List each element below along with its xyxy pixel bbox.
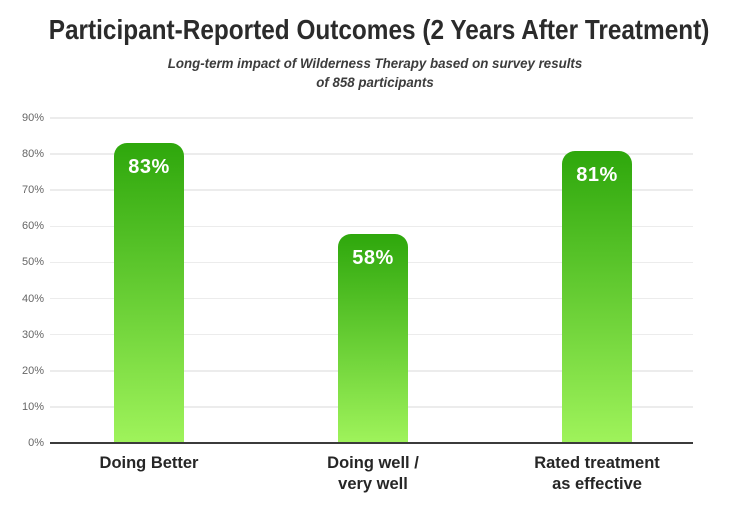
category-label: Rated treatment as effective: [490, 452, 703, 494]
bar-value-label: 81%: [576, 163, 618, 186]
gridline-60: [50, 225, 693, 228]
y-axis-tick-label: 20%: [21, 364, 44, 377]
y-axis-tick-label: 70%: [21, 184, 44, 197]
y-axis-tick-label: 60%: [21, 220, 44, 233]
y-axis-tick-label: 90%: [21, 112, 44, 124]
chart-subtitle-line1: Long-term impact of Wilderness Therapy b…: [167, 55, 583, 71]
bar-value-label: 83%: [128, 156, 170, 179]
gridline-70: [50, 189, 693, 191]
y-axis-tick-label: 50%: [21, 256, 44, 269]
category-label-line: Doing Better: [99, 453, 199, 472]
category-label-line: Doing well /: [327, 453, 419, 472]
y-axis-tick-label: 0%: [28, 437, 44, 449]
bar-rated-treatment-as-effective: 81%: [562, 150, 632, 443]
bar-doing-well-very-well: 58%: [338, 233, 408, 443]
chart-subtitle: Long-term impact of Wilderness Therapy b…: [19, 54, 732, 92]
y-axis-tick-label: 40%: [21, 292, 44, 305]
y-axis-tick-label: 10%: [21, 400, 44, 413]
category-label-line: Rated treatment: [534, 453, 660, 472]
y-axis-tick-label: 30%: [21, 328, 44, 341]
y-axis-tick-label: 80%: [21, 148, 44, 161]
gridline-90: [50, 117, 693, 119]
x-axis-line: [50, 442, 693, 444]
gridline-80: [50, 153, 693, 155]
chart-title: Participant-Reported Outcomes (2 Years A…: [48, 14, 710, 45]
category-label: Doing Better: [42, 452, 255, 473]
chart-subtitle-line2: of 858 participants: [316, 74, 434, 90]
category-label-line: as effective: [552, 474, 642, 493]
bar-doing-better: 83%: [114, 143, 184, 443]
category-label-line: very well: [338, 474, 408, 493]
bar-value-label: 58%: [352, 246, 394, 269]
category-label: Doing well / very well: [266, 452, 479, 494]
